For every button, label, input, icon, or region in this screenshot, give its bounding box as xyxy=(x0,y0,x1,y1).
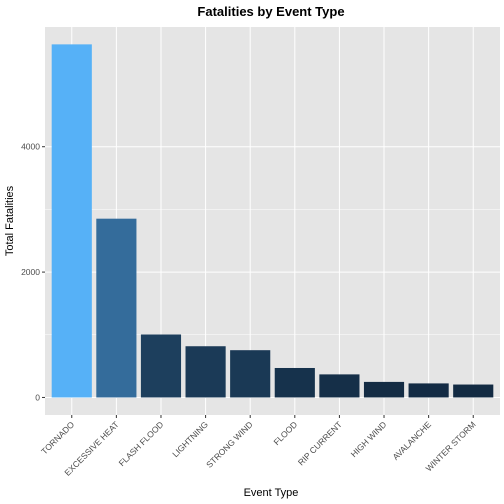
bar xyxy=(185,346,226,398)
bar xyxy=(96,218,137,398)
x-tick-label: TORNADO xyxy=(39,419,76,456)
bar xyxy=(319,374,360,398)
bar xyxy=(408,383,449,398)
y-axis: 0 2000 4000 xyxy=(21,142,45,402)
x-tick-label: FLASH FLOOD xyxy=(117,419,166,468)
y-tick-label: 0 xyxy=(35,392,40,402)
bar xyxy=(140,334,182,398)
x-tick-label: AVALANCHE xyxy=(390,419,433,462)
bar xyxy=(51,44,92,398)
x-tick-label: LIGHTNING xyxy=(170,419,210,459)
x-tick-label: HIGH WIND xyxy=(349,419,389,459)
y-tick-label: 2000 xyxy=(21,267,40,277)
bar xyxy=(230,350,271,398)
chart-title: Fatalities by Event Type xyxy=(197,4,344,19)
y-tick-label: 4000 xyxy=(21,142,40,152)
bars xyxy=(51,44,494,398)
x-tick-label: FLOOD xyxy=(271,419,299,447)
x-tick-label: RIP CURRENT xyxy=(296,419,344,467)
x-axis-title: Event Type xyxy=(244,487,299,499)
bar xyxy=(274,367,315,398)
y-axis-title: Total Fatalities xyxy=(4,185,16,256)
bar xyxy=(453,384,494,398)
bar xyxy=(363,381,405,398)
x-tick-label: STRONG WIND xyxy=(204,419,254,469)
